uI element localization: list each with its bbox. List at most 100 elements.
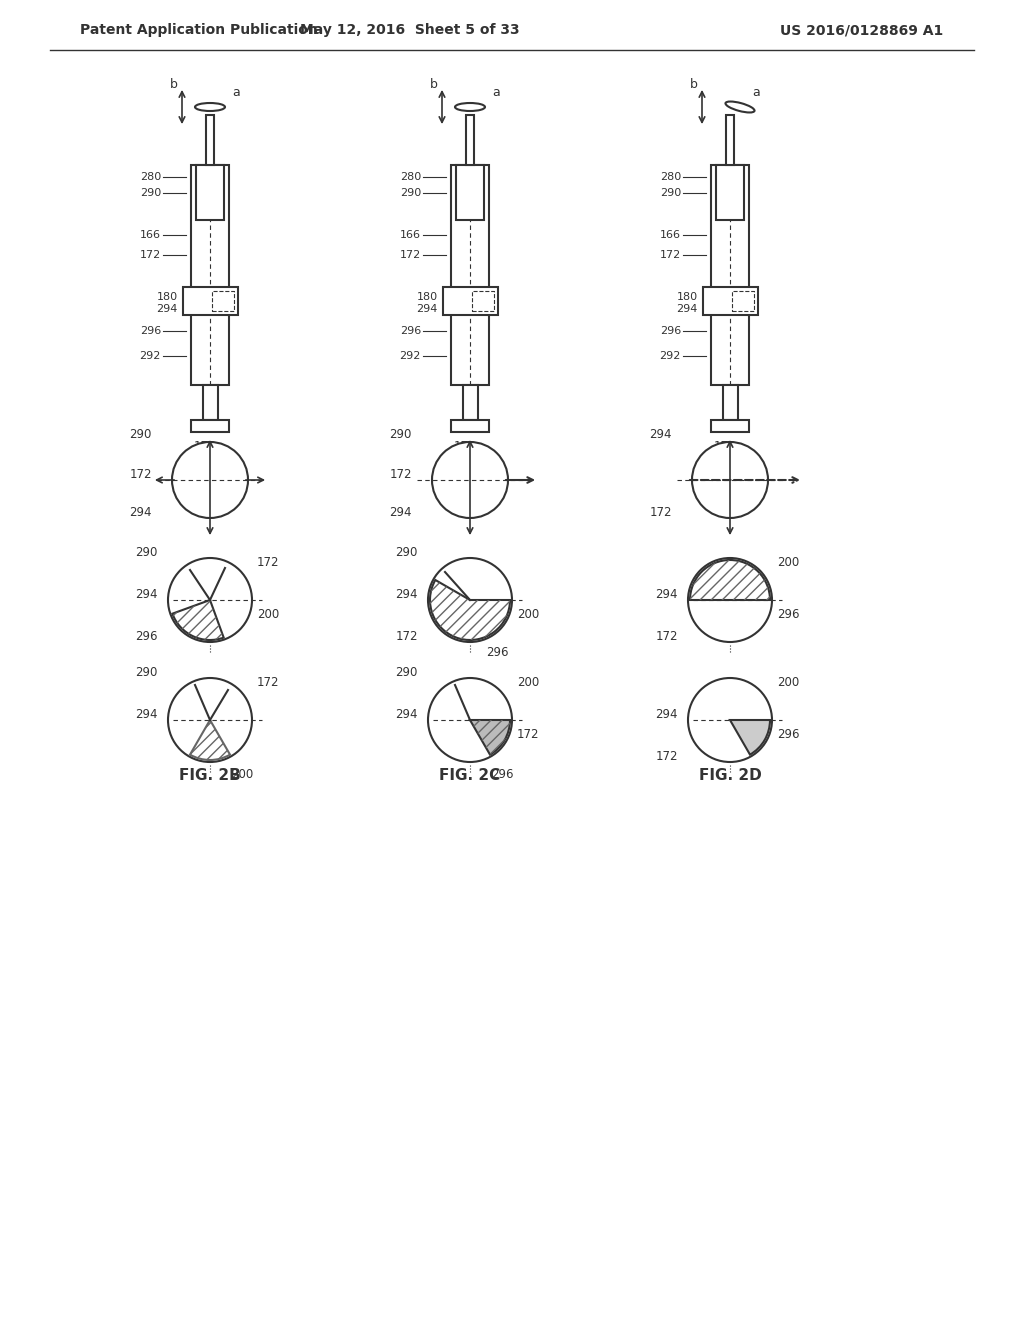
- Text: FIG. 2D: FIG. 2D: [698, 767, 762, 783]
- Text: 294: 294: [649, 428, 672, 441]
- Text: 280: 280: [399, 172, 421, 182]
- Text: FIG. 2B: FIG. 2B: [179, 767, 241, 783]
- Bar: [203, 385, 217, 420]
- Bar: [702, 288, 758, 315]
- Text: 280: 280: [659, 172, 681, 182]
- Wedge shape: [172, 601, 223, 640]
- Text: 294: 294: [395, 589, 418, 602]
- Text: 290: 290: [395, 667, 418, 680]
- Bar: [451, 165, 489, 385]
- Text: Patent Application Publication: Patent Application Publication: [80, 22, 317, 37]
- Text: 170: 170: [454, 440, 476, 453]
- Text: 172: 172: [129, 469, 152, 482]
- Text: a: a: [752, 87, 760, 99]
- Text: 172: 172: [655, 631, 678, 644]
- Bar: [206, 115, 214, 165]
- Bar: [711, 420, 749, 432]
- Text: a: a: [492, 87, 500, 99]
- Text: US 2016/0128869 A1: US 2016/0128869 A1: [780, 22, 943, 37]
- Bar: [212, 292, 234, 312]
- Text: a: a: [232, 87, 240, 99]
- Text: 280: 280: [139, 172, 161, 182]
- Text: 290: 290: [135, 667, 158, 680]
- Text: 180: 180: [677, 293, 697, 302]
- Circle shape: [692, 442, 768, 517]
- Wedge shape: [430, 579, 510, 640]
- Text: 296: 296: [777, 609, 800, 622]
- Bar: [451, 420, 489, 432]
- Text: 290: 290: [395, 546, 418, 560]
- Text: 166: 166: [400, 230, 421, 240]
- Wedge shape: [470, 719, 510, 755]
- Bar: [711, 165, 749, 385]
- Text: 296: 296: [490, 767, 513, 780]
- Text: 172: 172: [389, 469, 412, 482]
- Bar: [723, 385, 737, 420]
- Text: b: b: [430, 78, 438, 91]
- Text: 294: 294: [395, 709, 418, 722]
- Ellipse shape: [195, 103, 225, 111]
- Text: 292: 292: [399, 351, 421, 362]
- Bar: [456, 165, 484, 220]
- Text: b: b: [690, 78, 698, 91]
- Text: 180: 180: [157, 293, 177, 302]
- Bar: [442, 288, 498, 315]
- Text: 294: 294: [129, 507, 152, 520]
- Text: 290: 290: [139, 187, 161, 198]
- Bar: [196, 165, 224, 220]
- Circle shape: [168, 678, 252, 762]
- Text: 290: 290: [135, 546, 158, 560]
- Text: 172: 172: [139, 249, 161, 260]
- Text: FIG. 2C: FIG. 2C: [439, 767, 501, 783]
- Text: 294: 294: [389, 507, 412, 520]
- Text: 200: 200: [257, 609, 280, 622]
- Text: 296: 296: [139, 326, 161, 337]
- Circle shape: [428, 678, 512, 762]
- Wedge shape: [730, 719, 770, 755]
- Text: 180: 180: [417, 293, 437, 302]
- Text: 172: 172: [517, 729, 540, 742]
- Text: May 12, 2016  Sheet 5 of 33: May 12, 2016 Sheet 5 of 33: [300, 22, 520, 37]
- Text: 292: 292: [139, 351, 161, 362]
- Circle shape: [172, 442, 248, 517]
- Text: 294: 294: [655, 709, 678, 722]
- Bar: [726, 115, 734, 165]
- Ellipse shape: [455, 103, 485, 111]
- Text: 296: 296: [777, 729, 800, 742]
- Text: 166: 166: [660, 230, 681, 240]
- Text: 172: 172: [257, 557, 280, 569]
- Text: 172: 172: [659, 249, 681, 260]
- Text: 296: 296: [659, 326, 681, 337]
- Bar: [732, 292, 754, 312]
- Text: 294: 294: [156, 305, 177, 314]
- Text: 172: 172: [257, 676, 280, 689]
- Text: 172: 172: [395, 631, 418, 644]
- Text: 200: 200: [230, 767, 253, 780]
- Text: 290: 290: [399, 187, 421, 198]
- Text: 290: 290: [389, 428, 412, 441]
- Wedge shape: [690, 560, 770, 601]
- Text: 294: 294: [416, 305, 437, 314]
- Circle shape: [428, 558, 512, 642]
- Text: 294: 294: [676, 305, 697, 314]
- Bar: [182, 288, 238, 315]
- Text: 200: 200: [777, 557, 800, 569]
- Text: 292: 292: [659, 351, 681, 362]
- Text: 290: 290: [130, 428, 152, 441]
- Text: 294: 294: [135, 709, 158, 722]
- Bar: [463, 385, 477, 420]
- Text: 290: 290: [659, 187, 681, 198]
- Text: 200: 200: [517, 676, 540, 689]
- Circle shape: [688, 558, 772, 642]
- Text: 172: 172: [655, 751, 678, 763]
- Circle shape: [688, 678, 772, 762]
- Circle shape: [432, 442, 508, 517]
- Text: 296: 296: [399, 326, 421, 337]
- Text: 166: 166: [140, 230, 161, 240]
- Ellipse shape: [725, 102, 755, 112]
- Text: b: b: [170, 78, 178, 91]
- Text: 296: 296: [485, 645, 508, 659]
- Text: 172: 172: [399, 249, 421, 260]
- Bar: [472, 292, 494, 312]
- Bar: [716, 165, 744, 220]
